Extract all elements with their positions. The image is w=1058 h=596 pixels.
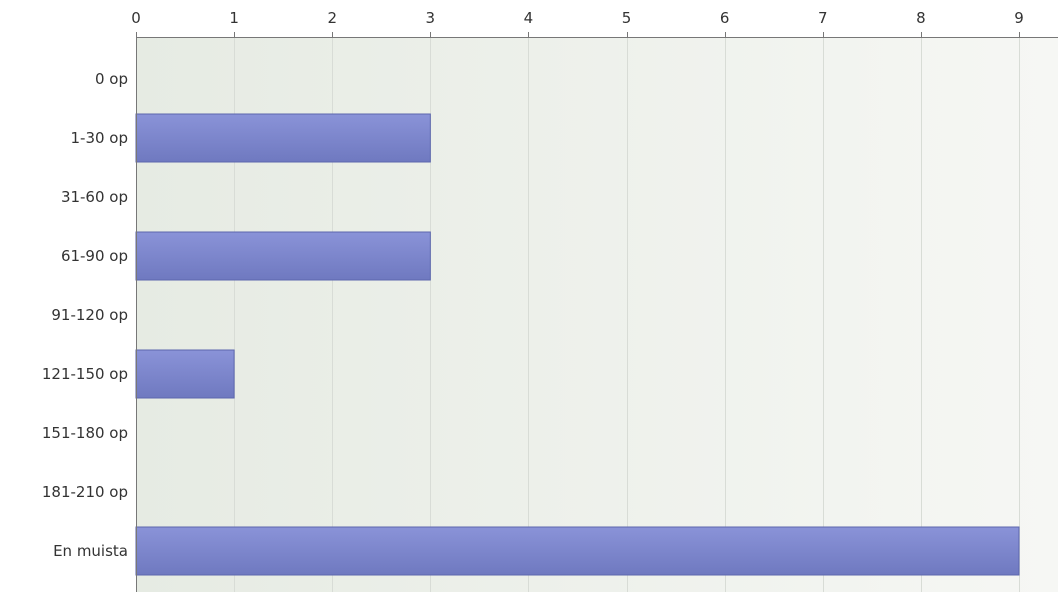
- x-tick-label-6: 6: [720, 9, 730, 27]
- bar-3: [135, 231, 431, 281]
- y-tick-label-3: 61-90 op: [61, 247, 128, 265]
- x-tick-label-8: 8: [916, 9, 926, 27]
- y-tick-label-6: 151-180 op: [42, 424, 128, 442]
- x-tick-labels: 0 1 2 3 4 5 6 7 8 9: [131, 9, 1024, 27]
- x-tick-label-9: 9: [1014, 9, 1024, 27]
- x-tick-label-5: 5: [622, 9, 632, 27]
- y-tick-labels: 0 op 1-30 op 31-60 op 61-90 op 91-120 op 121-…: [42, 70, 128, 560]
- x-tick-label-2: 2: [327, 9, 337, 27]
- axes: [136, 32, 1058, 592]
- y-tick-label-0: 0 op: [95, 70, 128, 88]
- x-tick-label-3: 3: [426, 9, 436, 27]
- y-tick-label-5: 121-150 op: [42, 365, 128, 383]
- x-tick-label-1: 1: [229, 9, 239, 27]
- bar-8: [135, 526, 1020, 576]
- y-tick-label-1: 1-30 op: [70, 129, 128, 147]
- y-tick-label-7: 181-210 op: [42, 483, 128, 501]
- x-tick-label-4: 4: [524, 9, 534, 27]
- x-tick-label-0: 0: [131, 9, 141, 27]
- x-tick-label-7: 7: [818, 9, 828, 27]
- bar-5: [135, 349, 235, 399]
- bars: [135, 113, 1020, 576]
- y-tick-label-2: 31-60 op: [61, 188, 128, 206]
- y-tick-label-8: En muista: [53, 542, 128, 560]
- bar-1: [135, 113, 431, 163]
- y-tick-label-4: 91-120 op: [51, 306, 128, 324]
